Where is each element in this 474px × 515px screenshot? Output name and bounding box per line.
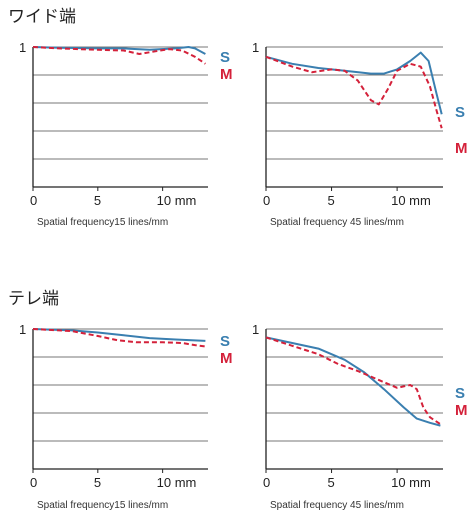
legend-label-S: S	[220, 49, 230, 66]
y-tick-label: 1	[19, 322, 26, 337]
chart-panel: 1 0 5 10 mm Spatial frequency 45 lines/mm SM	[252, 322, 468, 511]
series-line-M	[265, 55, 443, 129]
x-tick-label: 0	[263, 475, 270, 490]
y-tick-label: 1	[252, 322, 259, 337]
legend-label-S: S	[455, 104, 465, 121]
series-line-S	[265, 51, 443, 115]
x-axis-label: Spatial frequency 45 lines/mm	[270, 217, 404, 228]
legend-label-M: M	[455, 402, 468, 419]
x-tick-label: 10 mm	[391, 193, 431, 208]
series-line-M	[32, 328, 206, 348]
x-tick-label: 5	[94, 193, 101, 208]
chart-panel: 1 0 5 10 mm Spatial frequency 45 lines/mm S M	[252, 40, 468, 228]
x-tick-label: 5	[94, 475, 101, 490]
x-axis-label: Spatial frequency15 lines/mm	[37, 500, 168, 511]
legend-label-M: M	[220, 66, 233, 83]
series-line-M	[32, 46, 206, 65]
x-tick-label: 10 mm	[391, 475, 431, 490]
x-axis-label: Spatial frequency15 lines/mm	[37, 217, 168, 228]
x-tick-label: 0	[30, 475, 37, 490]
legend-label-M: M	[220, 350, 233, 367]
x-tick-label: 0	[30, 193, 37, 208]
x-tick-label: 5	[328, 475, 335, 490]
x-tick-label: 0	[263, 193, 270, 208]
chart-panel: 1 0 5 10 mm Spatial frequency15 lines/mm SM	[19, 40, 233, 228]
chart-panel: 1 0 5 10 mm Spatial frequency15 lines/mm SM	[19, 322, 233, 511]
y-tick-label: 1	[19, 40, 26, 55]
y-tick-label: 1	[252, 40, 259, 55]
x-axis-label: Spatial frequency 45 lines/mm	[270, 500, 404, 511]
legend-label-S: S	[455, 385, 465, 402]
x-tick-label: 10 mm	[157, 193, 197, 208]
series-line-S	[265, 336, 441, 427]
series-line-S	[32, 328, 206, 342]
series-line-M	[265, 336, 441, 426]
section-title-wide: ワイド端	[8, 7, 76, 27]
legend-label-S: S	[220, 333, 230, 350]
legend-label-M: M	[455, 140, 468, 157]
series-line-S	[32, 46, 206, 55]
x-tick-label: 10 mm	[157, 475, 197, 490]
section-title-tele: テレ端	[8, 289, 59, 309]
x-tick-label: 5	[328, 193, 335, 208]
